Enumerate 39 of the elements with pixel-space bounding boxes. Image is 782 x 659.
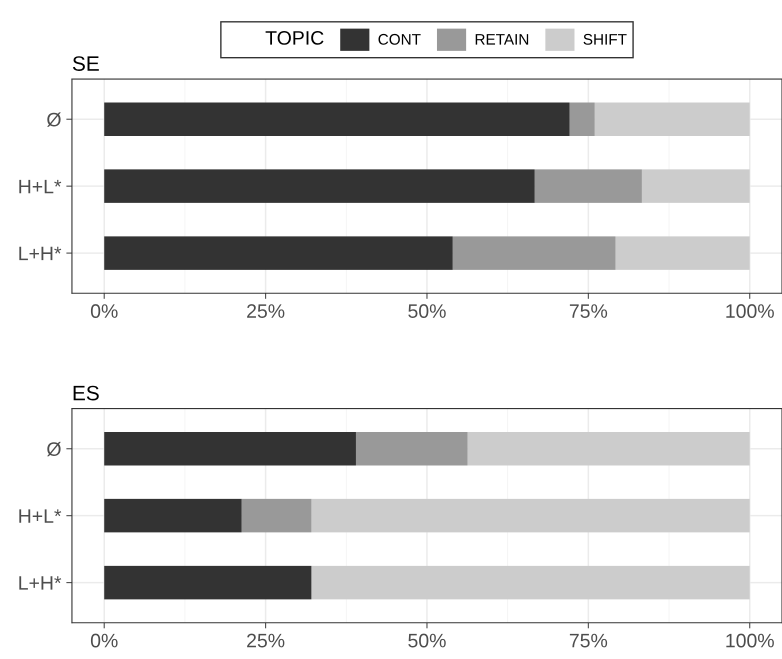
y-tick-label: L+H* bbox=[19, 246, 62, 260]
chart-title: ES bbox=[74, 386, 99, 400]
x-tick-label: 50% bbox=[408, 304, 446, 318]
x-tick-label: 100% bbox=[726, 634, 774, 648]
bar bbox=[642, 169, 750, 203]
bar bbox=[468, 432, 750, 466]
bar bbox=[242, 498, 312, 532]
bar bbox=[104, 432, 356, 466]
chart-title: SE bbox=[72, 56, 99, 71]
x-tick-label: 0% bbox=[90, 304, 118, 318]
y-tick-label: Ø bbox=[47, 112, 61, 127]
bar bbox=[615, 236, 750, 270]
bar bbox=[311, 498, 750, 532]
bar bbox=[311, 566, 750, 600]
y-tick-label: L+H* bbox=[19, 576, 62, 590]
bar bbox=[104, 169, 535, 203]
bar bbox=[570, 102, 595, 136]
bar bbox=[104, 102, 570, 136]
bar bbox=[104, 236, 453, 270]
bar bbox=[104, 566, 312, 600]
x-tick-label: 0% bbox=[90, 634, 118, 648]
bar bbox=[452, 236, 616, 270]
bar bbox=[534, 169, 642, 203]
legend-label: SHIFT bbox=[584, 34, 627, 45]
bar bbox=[594, 102, 750, 136]
legend-title: TOPIC bbox=[266, 31, 324, 45]
bar bbox=[104, 498, 242, 532]
y-tick-label: H+L* bbox=[19, 180, 62, 194]
x-tick-label: 50% bbox=[408, 634, 446, 648]
x-tick-label: 75% bbox=[570, 304, 608, 318]
bar bbox=[356, 432, 468, 466]
legend-label: CONT bbox=[378, 34, 421, 45]
x-tick-label: 75% bbox=[570, 634, 608, 648]
x-tick-label: 25% bbox=[247, 634, 284, 648]
x-tick-label: 25% bbox=[247, 304, 284, 318]
y-tick-label: Ø bbox=[47, 442, 61, 456]
legend-label: RETAIN bbox=[476, 34, 528, 45]
x-tick-label: 100% bbox=[726, 304, 774, 318]
y-tick-label: H+L* bbox=[19, 509, 62, 523]
